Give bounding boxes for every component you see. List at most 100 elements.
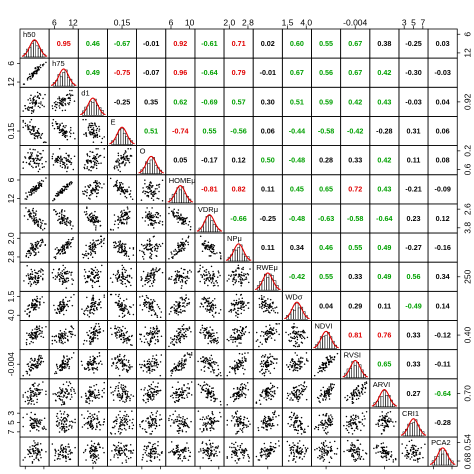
scatter-point (93, 224, 95, 226)
scatter-point (26, 372, 29, 375)
scatter-point (140, 243, 143, 246)
scatter-point (43, 227, 46, 230)
cell-border (136, 174, 167, 205)
scatter-point (159, 316, 162, 319)
scatter-point (98, 181, 100, 184)
scatter-point (266, 359, 269, 361)
scatter-point (64, 188, 66, 190)
scatter-point (128, 217, 131, 219)
scatter-point (35, 132, 37, 134)
scatter-point (94, 216, 97, 218)
scatter-point (61, 388, 64, 390)
scatter-point (187, 243, 190, 246)
scatter-point (83, 268, 86, 271)
scatter-point (181, 238, 184, 240)
scatter-point (28, 157, 30, 159)
scatter-point (152, 355, 154, 357)
scatter-point (61, 367, 63, 369)
scatter-point (39, 245, 42, 248)
scatter-point (179, 245, 182, 247)
scatter-point (112, 273, 115, 276)
scatter-point (37, 105, 40, 107)
scatter-point (35, 166, 37, 169)
scatter-point (96, 160, 99, 163)
scatter-point (187, 241, 189, 244)
scatter-point (65, 94, 68, 97)
scatter-point (184, 363, 187, 365)
scatter-point (199, 235, 202, 237)
correlation-value: -0.69 (201, 97, 217, 106)
scatter-point (187, 353, 189, 356)
scatter-point (42, 270, 44, 272)
scatter-point (58, 148, 61, 150)
scatter-point (93, 309, 96, 312)
scatter-point (260, 302, 263, 305)
scatter-point (151, 274, 153, 276)
matrix-cell: NDVI (311, 320, 342, 351)
scatter-point (60, 395, 62, 398)
scatter-point (217, 373, 220, 375)
scatter-point (35, 242, 37, 244)
scatter-point (92, 297, 95, 300)
scatter-point (34, 328, 36, 330)
scatter-point (152, 280, 155, 282)
scatter-point (71, 386, 73, 389)
scatter-point (61, 160, 63, 162)
scatter-point (188, 220, 191, 223)
scatter-point (69, 126, 72, 129)
scatter-point (181, 284, 183, 287)
scatter-point (211, 366, 214, 369)
scatter-point (148, 344, 151, 347)
scatter-point (236, 316, 239, 319)
matrix-cell: 0.76 (369, 320, 400, 351)
matrix-cell: -0.25 (398, 28, 429, 59)
scatter-point (63, 163, 65, 166)
scatter-point (29, 336, 32, 339)
scatter-point (119, 166, 121, 168)
scatter-point (34, 276, 37, 278)
scatter-point (120, 282, 122, 284)
scatter-point (122, 160, 124, 163)
scatter-point (233, 276, 235, 278)
scatter-point (177, 271, 179, 273)
scatter-point (178, 246, 180, 249)
scatter-point (210, 247, 212, 249)
scatter-point (211, 335, 214, 338)
scatter-point (185, 240, 187, 243)
scatter-point (36, 96, 39, 98)
scatter-point (30, 400, 33, 402)
scatter-point (74, 138, 76, 140)
scatter-point (87, 217, 90, 220)
scatter-point (28, 194, 31, 196)
scatter-point (124, 164, 126, 167)
scatter-point (155, 222, 157, 224)
scatter-point (216, 331, 218, 334)
scatter-point (176, 364, 179, 366)
scatter-point (141, 295, 144, 297)
matrix-cell: -0.42 (340, 116, 371, 146)
variable-label: E (110, 117, 115, 126)
scatter-point (300, 341, 303, 343)
scatter-point (44, 244, 47, 246)
scatter-point (125, 162, 127, 164)
scatter-point (40, 221, 42, 224)
correlation-value: 0.45 (290, 185, 304, 194)
scatter-point (147, 213, 150, 216)
scatter-point (123, 299, 125, 302)
scatter-point (31, 395, 33, 397)
scatter-point (177, 279, 180, 282)
scatter-point (115, 328, 118, 330)
scatter-point (209, 274, 212, 276)
scatter-point (117, 223, 120, 225)
scatter-point (32, 111, 35, 113)
scatter-point (61, 365, 63, 367)
scatter-point (118, 293, 120, 296)
scatter-point (86, 314, 89, 316)
histogram-bar (275, 285, 279, 291)
scatter-point (234, 364, 236, 366)
scatter-point (40, 101, 42, 103)
scatter-point (99, 330, 101, 333)
correlation-value: -0.49 (405, 301, 421, 310)
scatter-point (118, 247, 120, 250)
scatter-point (70, 296, 72, 298)
